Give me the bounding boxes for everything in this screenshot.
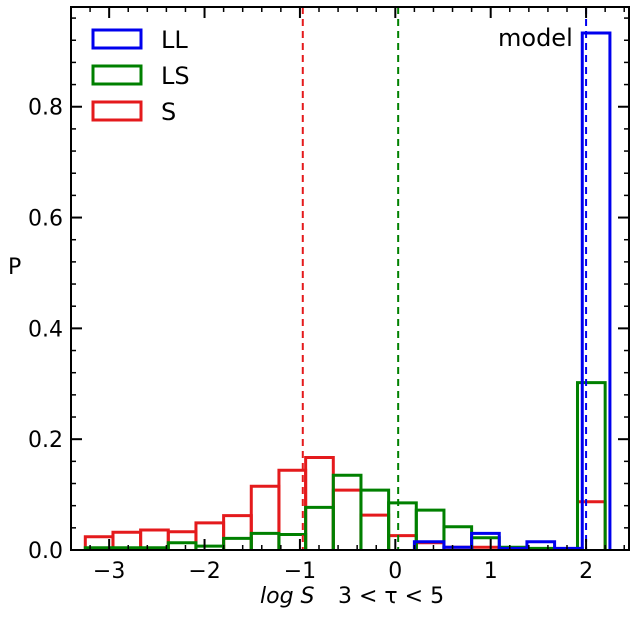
hist-bin-s-3 bbox=[166, 530, 198, 550]
x-axis-label: log S bbox=[260, 584, 315, 609]
hist-bin-s-8 bbox=[304, 455, 335, 550]
legend-swatch-s bbox=[91, 100, 143, 122]
legend-label-ll: LL bbox=[161, 26, 188, 54]
x-tick-label: −2 bbox=[188, 559, 220, 584]
hist-bin-ls-11 bbox=[387, 501, 418, 550]
hist-bin-ls-3 bbox=[166, 541, 198, 550]
y-axis-label: P bbox=[8, 255, 21, 280]
hist-bin-ls-9 bbox=[331, 473, 363, 550]
hist-bin-ls-5 bbox=[222, 536, 253, 550]
hist-bin-ls-8 bbox=[304, 505, 335, 550]
hist-bin-ll-2 bbox=[470, 531, 501, 550]
hist-bin-ll-4 bbox=[525, 540, 557, 550]
y-tick-label: 0.0 bbox=[28, 539, 63, 564]
hist-bin-s-10 bbox=[359, 513, 391, 550]
tick-marks: −3 −2 −1 0 1 2 0.0 0.2 0.4 0.6 0.8 bbox=[28, 7, 629, 584]
y-tick-label: 0.2 bbox=[28, 428, 63, 453]
hist-bin-ls-6 bbox=[249, 531, 281, 550]
y-tick-label: 0.8 bbox=[28, 96, 63, 121]
hist-bin-s-12 bbox=[414, 541, 446, 550]
y-tick-label: 0.6 bbox=[28, 207, 63, 232]
hist-bin-ls-10 bbox=[359, 488, 391, 550]
legend: LL LS S bbox=[91, 26, 190, 126]
x-tick-label: −1 bbox=[284, 559, 316, 584]
reference-lines bbox=[301, 7, 588, 550]
legend-swatch-ls bbox=[91, 64, 143, 86]
hist-bin-s-9 bbox=[331, 488, 363, 550]
legend-label-s: S bbox=[161, 98, 176, 126]
legend-swatch-ll bbox=[91, 28, 143, 50]
legend-label-ls: LS bbox=[161, 62, 190, 90]
hist-bin-ll-0 bbox=[412, 540, 446, 550]
x-axis-label-range: 3 < τ < 5 bbox=[338, 584, 444, 609]
axes bbox=[70, 6, 630, 551]
x-tick-label: 0 bbox=[388, 559, 402, 584]
y-tick-label: 0.4 bbox=[28, 317, 63, 342]
hist-bin-ls-18 bbox=[575, 381, 607, 550]
hist-bin-s-11 bbox=[387, 534, 418, 550]
x-tick-label: 2 bbox=[579, 559, 593, 584]
hist-bin-ls-7 bbox=[277, 532, 308, 550]
hist-bin-s-6 bbox=[249, 484, 281, 550]
axes-frame bbox=[70, 6, 630, 551]
hist-bin-ll-6 bbox=[580, 31, 612, 550]
x-tick-label: −3 bbox=[93, 559, 125, 584]
histogram-steps bbox=[83, 31, 612, 551]
model-annotation: model bbox=[498, 24, 573, 52]
hist-bin-s-5 bbox=[222, 514, 253, 550]
x-tick-label: 1 bbox=[484, 559, 498, 584]
hist-bin-s-7 bbox=[277, 468, 308, 550]
